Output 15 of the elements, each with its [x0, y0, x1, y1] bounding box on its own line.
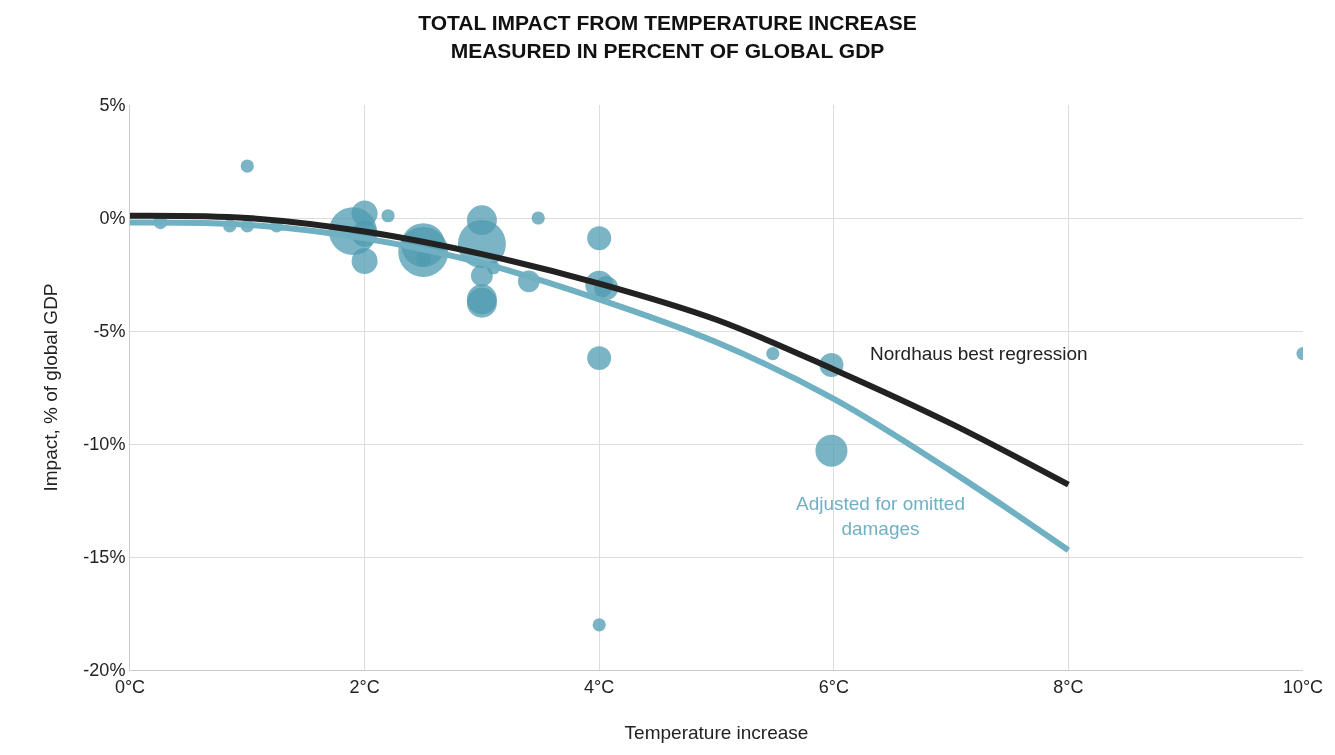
x-tick-label: 4°C	[584, 676, 615, 697]
series-label: Nordhaus best regression	[870, 343, 1088, 364]
y-tick-label: -5%	[93, 321, 126, 342]
x-tick-label: 8°C	[1053, 676, 1084, 697]
x-tick-label: 2°C	[349, 676, 380, 697]
y-tick-label: -10%	[83, 434, 126, 455]
x-axis-title: Temperature increase	[624, 722, 809, 744]
y-tick-label: 0%	[99, 208, 126, 229]
chart-title: TOTAL IMPACT FROM TEMPERATURE INCREASE MEASURED IN PERCENT OF GLOBAL GDP	[418, 11, 917, 62]
y-tick-label: 5%	[99, 95, 126, 116]
y-tick-label: -15%	[83, 547, 126, 568]
x-tick-label: 10°C	[1282, 676, 1324, 697]
series-label: Adjusted for omitted damages	[796, 493, 965, 539]
y-axis-title: Impact, % of global GDP	[40, 283, 62, 492]
x-tick-label: 6°C	[818, 676, 849, 697]
